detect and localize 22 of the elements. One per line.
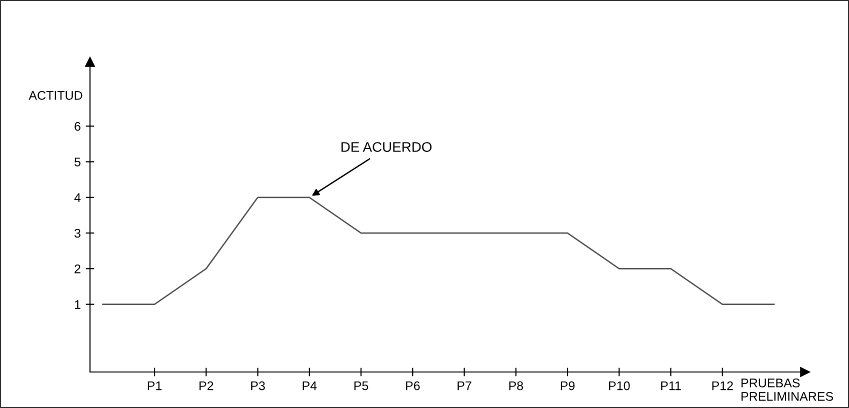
x-tick-label: P3: [251, 381, 265, 390]
x-tick-label: P5: [354, 381, 368, 390]
x-tick-label: P6: [406, 381, 420, 390]
x-tick-label: P12: [712, 381, 733, 390]
x-axis-title: PRUEBAS PRELIMINARES: [742, 378, 834, 401]
y-tick-label: 6: [74, 122, 80, 131]
y-axis-title: ACTITUD: [28, 90, 82, 100]
x-tick-label: P8: [509, 381, 524, 390]
x-tick-label: P2: [200, 381, 214, 390]
x-tick-label: P11: [661, 381, 681, 390]
y-tick-label: 4: [74, 193, 81, 202]
line-series: [102, 196, 775, 305]
x-tick-label: P9: [560, 381, 575, 390]
annotation: DE ACUERDO: [342, 142, 432, 152]
x-tick-label: P4: [302, 381, 317, 390]
x-tick-label: P7: [458, 381, 472, 390]
y-tick-label: 3: [74, 228, 80, 238]
y-tick-label: 2: [74, 264, 80, 274]
y-tick-label: 1: [74, 300, 80, 309]
x-tick-label: P1: [148, 381, 162, 390]
y-tick-label: 5: [74, 158, 80, 166]
x-tick-label: P10: [609, 381, 630, 390]
